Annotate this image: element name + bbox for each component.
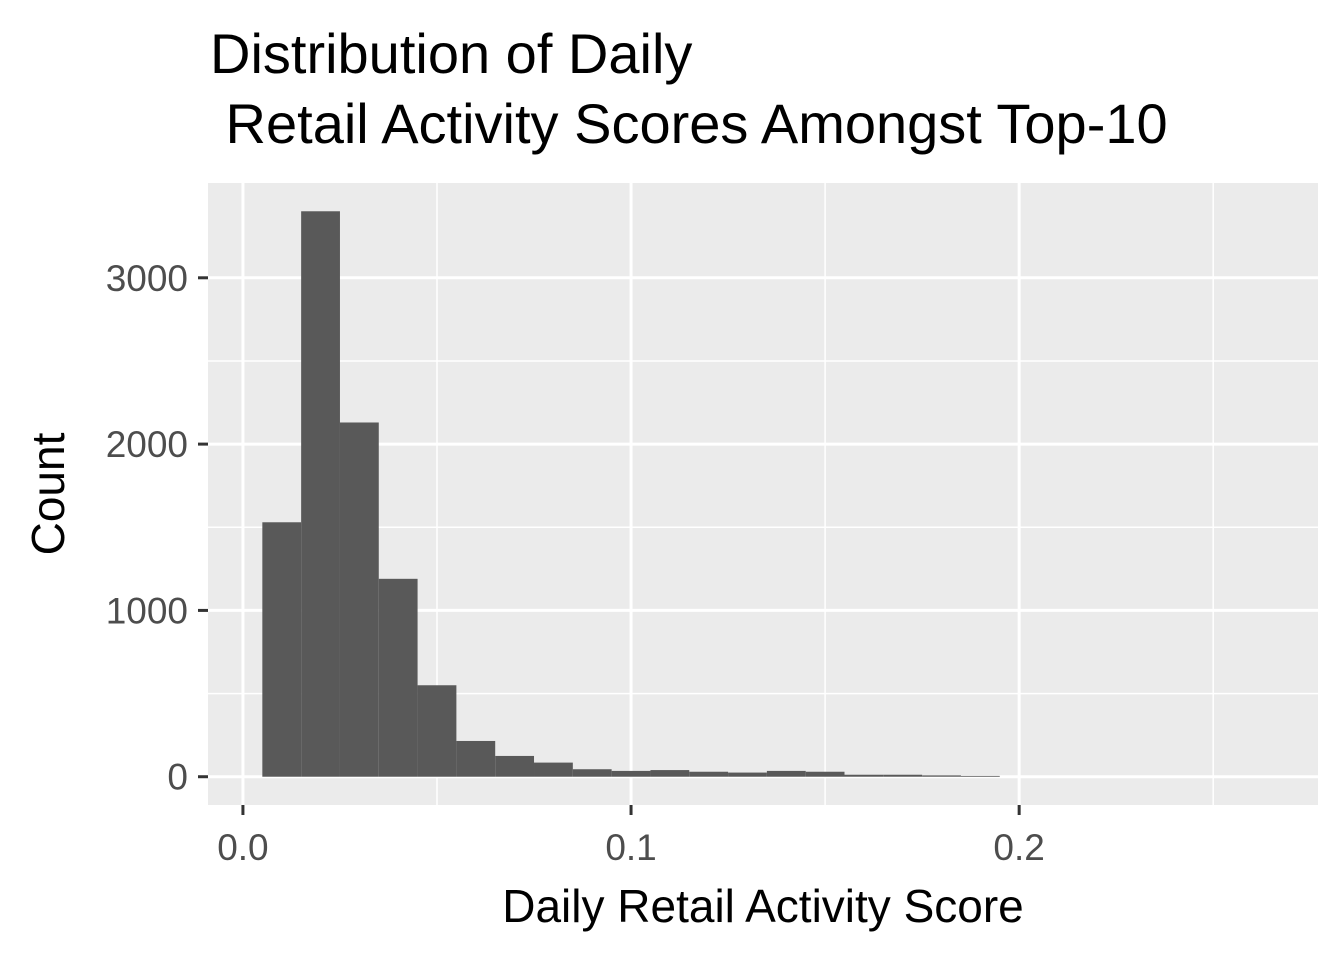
histogram-bar — [262, 522, 302, 777]
histogram-bar — [378, 578, 418, 777]
x-tick-label: 0.2 — [993, 827, 1044, 868]
x-tick-label: 0.1 — [605, 827, 656, 868]
histogram-bar — [883, 774, 923, 777]
x-tick-label: 0.0 — [217, 827, 268, 868]
y-tick-label: 2000 — [106, 424, 188, 465]
y-axis: 0 1000 2000 3000 — [106, 258, 208, 798]
histogram-bar — [650, 770, 690, 777]
y-tick-label: 1000 — [106, 590, 188, 631]
histogram-bar — [301, 211, 340, 777]
histogram-bar — [922, 775, 961, 777]
histogram-bar — [339, 422, 379, 777]
histogram-bar — [572, 769, 612, 777]
y-tick-label: 3000 — [106, 258, 188, 299]
histogram-bar — [611, 770, 651, 777]
y-axis-title: Count — [22, 432, 74, 555]
histogram-bar — [456, 740, 496, 777]
chart-title-line-2: Retail Activity Scores Amongst Top-10 — [210, 92, 1168, 155]
histogram-bar — [805, 771, 845, 777]
histogram-bars — [262, 211, 1000, 777]
histogram-bar — [689, 771, 729, 777]
histogram-bar — [728, 772, 767, 777]
histogram-bar — [766, 770, 806, 777]
x-axis: 0.0 0.1 0.2 — [217, 805, 1045, 868]
x-axis-title: Daily Retail Activity Score — [502, 880, 1024, 932]
histogram-bar — [960, 775, 1000, 777]
y-tick-label: 0 — [167, 757, 188, 798]
histogram-bar — [417, 685, 457, 777]
chart-title-line-1: Distribution of Daily — [210, 22, 692, 85]
histogram-bar — [534, 762, 573, 777]
histogram-bar — [495, 755, 535, 777]
histogram-bar — [844, 774, 884, 777]
